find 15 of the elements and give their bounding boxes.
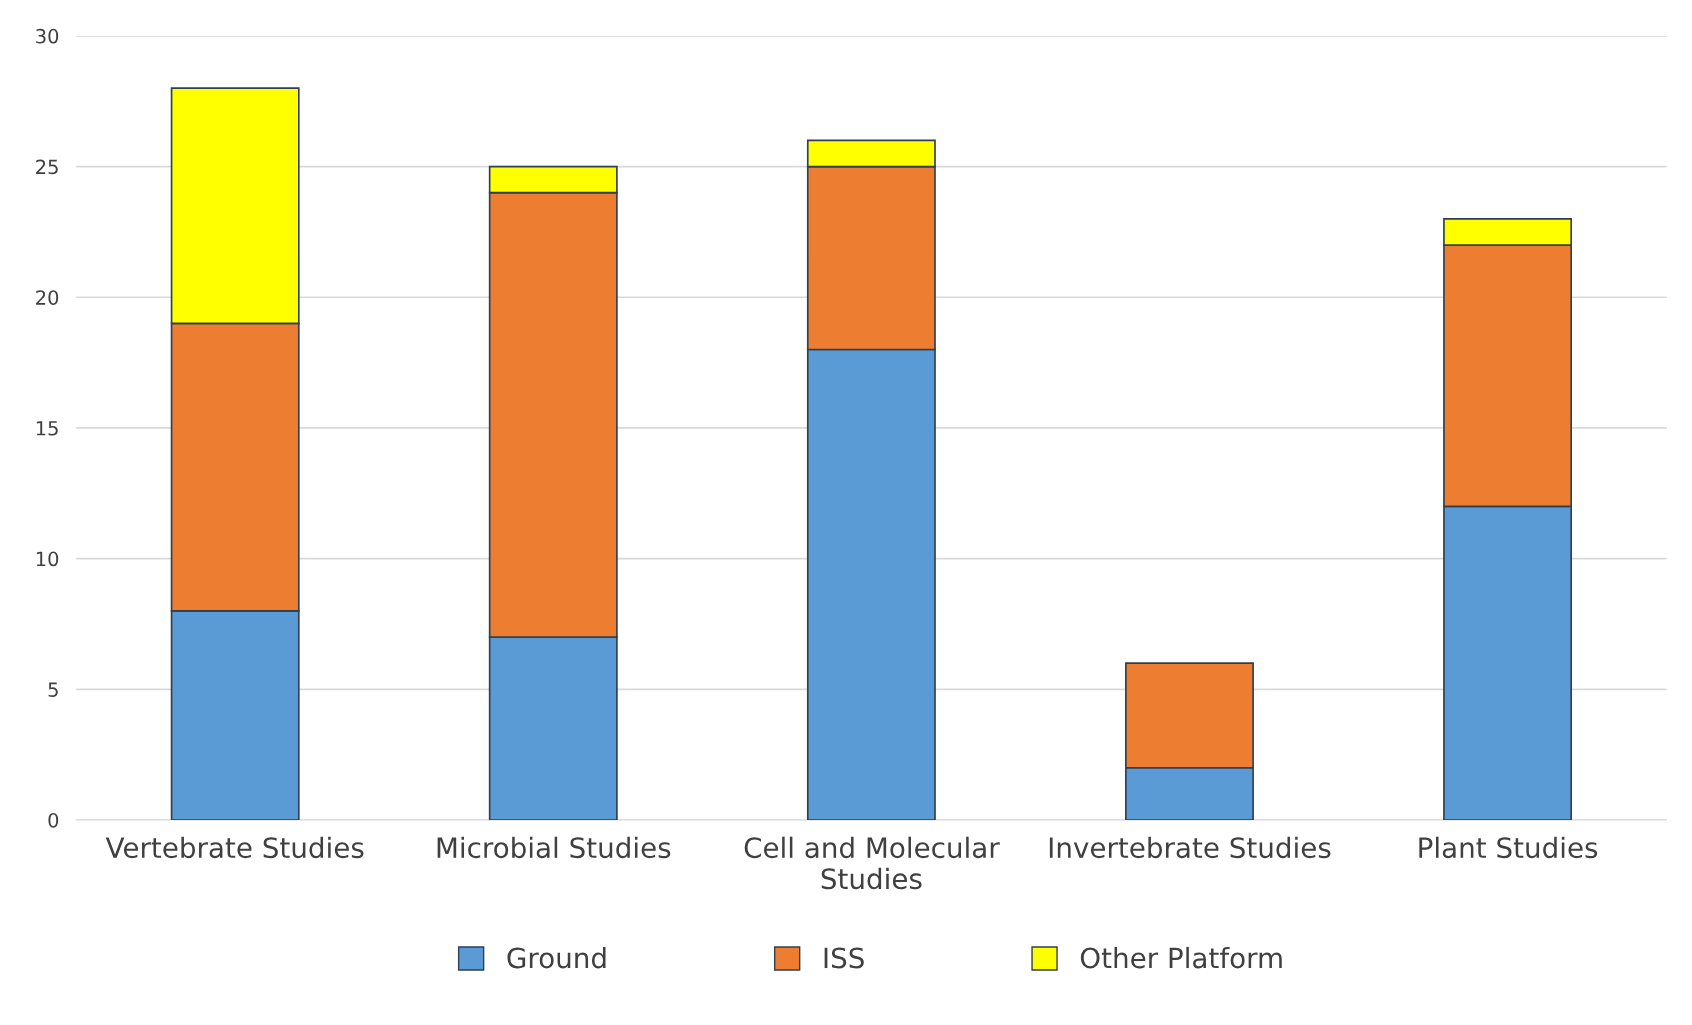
y-tick-label: 30 (36, 28, 59, 44)
y-tick-label: 20 (36, 290, 59, 305)
legend-label: Other Platform (1080, 946, 1282, 969)
y-tick-label: 0 (48, 812, 59, 828)
x-tick-label: Cell and Molecular Studies (744, 836, 1000, 890)
legend-label: Ground (507, 946, 606, 969)
y-tick-label: 5 (48, 682, 58, 697)
y-tick-label: 15 (36, 421, 58, 436)
y-tick-label: 10 (36, 551, 59, 567)
x-tick-label: Invertebrate Studies (1049, 836, 1331, 859)
y-tick-label: 25 (36, 159, 58, 175)
x-tick-label: Vertebrate Studies (105, 836, 364, 859)
x-tick-label: Microbial Studies (437, 836, 671, 859)
legend-label: ISS (824, 947, 864, 969)
x-tick-label: Plant Studies (1419, 836, 1598, 859)
